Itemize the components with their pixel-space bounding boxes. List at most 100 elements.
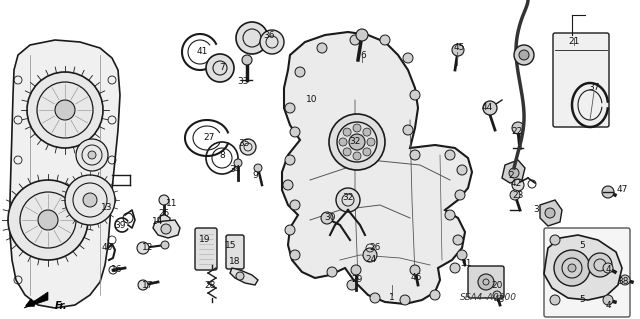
Circle shape [370, 293, 380, 303]
Circle shape [410, 265, 420, 275]
Text: 2: 2 [508, 170, 514, 180]
Circle shape [483, 101, 497, 115]
Text: Fr.: Fr. [55, 301, 68, 311]
Circle shape [242, 55, 252, 65]
Circle shape [138, 280, 148, 290]
FancyBboxPatch shape [226, 235, 244, 269]
Circle shape [450, 263, 460, 273]
Polygon shape [24, 292, 48, 308]
FancyBboxPatch shape [544, 228, 630, 317]
Circle shape [349, 134, 365, 150]
Circle shape [512, 179, 524, 191]
Circle shape [545, 208, 555, 218]
Text: 31: 31 [460, 258, 472, 268]
Circle shape [329, 114, 385, 170]
Circle shape [236, 22, 268, 54]
Circle shape [410, 150, 420, 160]
Circle shape [602, 186, 614, 198]
Text: 3: 3 [533, 205, 539, 214]
Circle shape [350, 35, 360, 45]
Circle shape [353, 152, 361, 160]
Text: 12: 12 [142, 243, 154, 253]
Text: 16: 16 [111, 265, 123, 275]
Circle shape [347, 280, 357, 290]
Circle shape [453, 235, 463, 245]
Circle shape [55, 100, 75, 120]
Circle shape [445, 210, 455, 220]
Text: 19: 19 [199, 235, 211, 244]
Circle shape [38, 210, 58, 230]
Circle shape [137, 242, 149, 254]
Circle shape [285, 155, 295, 165]
Text: 22: 22 [511, 128, 523, 137]
Circle shape [519, 50, 529, 60]
Text: 30: 30 [324, 213, 336, 222]
Circle shape [234, 159, 242, 167]
Circle shape [514, 45, 534, 65]
Circle shape [367, 138, 375, 146]
Text: 41: 41 [196, 48, 208, 56]
Circle shape [603, 263, 613, 273]
Circle shape [510, 190, 520, 200]
Polygon shape [230, 268, 258, 285]
Circle shape [457, 250, 467, 260]
Text: 4: 4 [605, 265, 611, 275]
Text: 6: 6 [360, 50, 366, 60]
Text: 15: 15 [225, 241, 237, 249]
Text: 25: 25 [158, 209, 170, 218]
Circle shape [206, 54, 234, 82]
Circle shape [588, 253, 612, 277]
Circle shape [301, 83, 315, 97]
Circle shape [550, 235, 560, 245]
Circle shape [254, 164, 262, 172]
Text: 38: 38 [617, 278, 628, 286]
Text: 34: 34 [229, 166, 241, 174]
Text: 24: 24 [365, 256, 376, 264]
Circle shape [343, 128, 351, 136]
Polygon shape [158, 214, 170, 230]
Text: 23: 23 [512, 190, 524, 199]
Text: 7: 7 [219, 63, 225, 72]
Circle shape [351, 265, 361, 275]
Circle shape [336, 188, 360, 212]
Circle shape [285, 225, 295, 235]
Text: 26: 26 [369, 243, 381, 253]
Circle shape [455, 190, 465, 200]
FancyBboxPatch shape [553, 33, 609, 127]
Circle shape [509, 168, 519, 178]
Text: 17: 17 [142, 280, 154, 290]
FancyBboxPatch shape [468, 266, 504, 298]
Circle shape [343, 148, 351, 156]
Circle shape [339, 138, 347, 146]
Text: 13: 13 [101, 203, 113, 211]
Circle shape [452, 44, 464, 56]
Circle shape [353, 124, 361, 132]
Text: 42: 42 [510, 179, 522, 188]
Circle shape [400, 295, 410, 305]
Circle shape [8, 180, 88, 260]
Circle shape [410, 90, 420, 100]
Circle shape [550, 295, 560, 305]
Polygon shape [544, 235, 622, 300]
Text: 40: 40 [101, 243, 113, 253]
Text: 5: 5 [579, 295, 585, 305]
Circle shape [356, 29, 368, 41]
Text: 9: 9 [252, 170, 258, 180]
Text: 43: 43 [493, 295, 505, 305]
Circle shape [568, 264, 576, 272]
Text: 8: 8 [219, 151, 225, 160]
Text: 35: 35 [238, 138, 250, 147]
Text: 45: 45 [453, 43, 465, 53]
Polygon shape [540, 200, 562, 226]
Circle shape [295, 67, 305, 77]
Circle shape [321, 212, 333, 224]
Circle shape [76, 139, 108, 171]
Circle shape [161, 224, 171, 234]
FancyBboxPatch shape [195, 228, 217, 270]
Circle shape [27, 72, 103, 148]
Circle shape [445, 150, 455, 160]
Text: 27: 27 [204, 133, 214, 143]
Circle shape [317, 43, 327, 53]
Circle shape [290, 250, 300, 260]
Circle shape [283, 180, 293, 190]
